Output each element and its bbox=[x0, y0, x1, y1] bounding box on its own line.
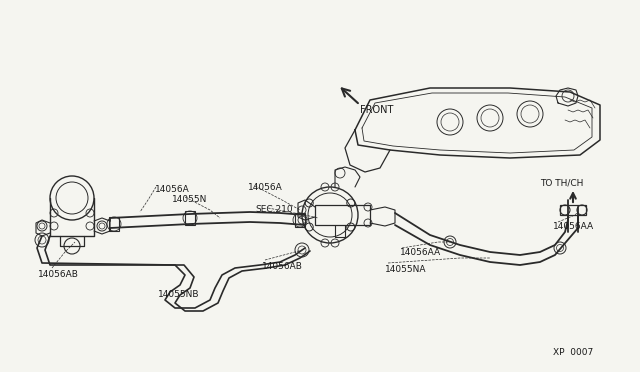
Bar bbox=[109, 217, 119, 231]
Text: 14055N: 14055N bbox=[172, 195, 207, 204]
Text: 14056AB: 14056AB bbox=[262, 262, 303, 271]
Text: 14056AB: 14056AB bbox=[38, 270, 79, 279]
Bar bbox=[315, 205, 370, 225]
Text: 14056AA: 14056AA bbox=[553, 222, 594, 231]
Text: TO TH/CH: TO TH/CH bbox=[540, 178, 584, 187]
Text: 14056AA: 14056AA bbox=[400, 248, 441, 257]
Bar bbox=[295, 213, 305, 227]
Text: XP  0007: XP 0007 bbox=[553, 348, 593, 357]
Text: SEC.210: SEC.210 bbox=[255, 205, 292, 214]
Text: 14056A: 14056A bbox=[248, 183, 283, 192]
Text: 14055NA: 14055NA bbox=[385, 265, 426, 274]
Text: 14056A: 14056A bbox=[155, 185, 189, 194]
Bar bbox=[185, 211, 195, 225]
Bar bbox=[560, 205, 586, 215]
Text: 14055NB: 14055NB bbox=[158, 290, 200, 299]
Text: FRONT: FRONT bbox=[360, 105, 394, 115]
